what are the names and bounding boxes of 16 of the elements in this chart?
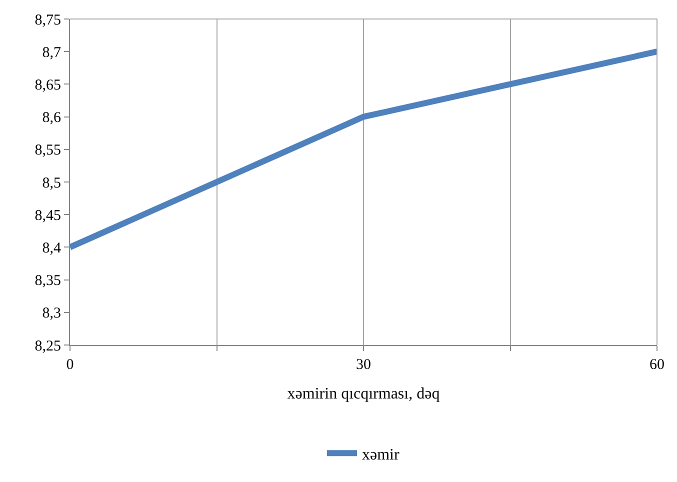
y-tick-label: 8,55 <box>34 142 61 159</box>
x-tick-label: 30 <box>356 357 371 373</box>
y-tick-label: 8,7 <box>42 44 62 61</box>
x-tick-label: 0 <box>66 357 74 373</box>
y-tick-label: 8,25 <box>34 338 61 354</box>
x-axis-title: xəmirin qıcqırması, dəq <box>287 386 440 403</box>
legend-label: xəmir <box>362 446 400 464</box>
y-tick-label: 8,5 <box>42 175 61 192</box>
y-tick-label: 8,3 <box>42 306 61 322</box>
y-tick-label: 8,75 <box>34 12 61 28</box>
y-tick-label: 8,65 <box>34 77 61 94</box>
y-tick-label: 8,6 <box>42 110 62 126</box>
y-tick-label: 8,35 <box>34 273 61 290</box>
y-tick-label: 8,45 <box>34 208 61 224</box>
y-tick-label: 8,4 <box>42 240 62 256</box>
x-tick-label: 60 <box>650 357 664 373</box>
